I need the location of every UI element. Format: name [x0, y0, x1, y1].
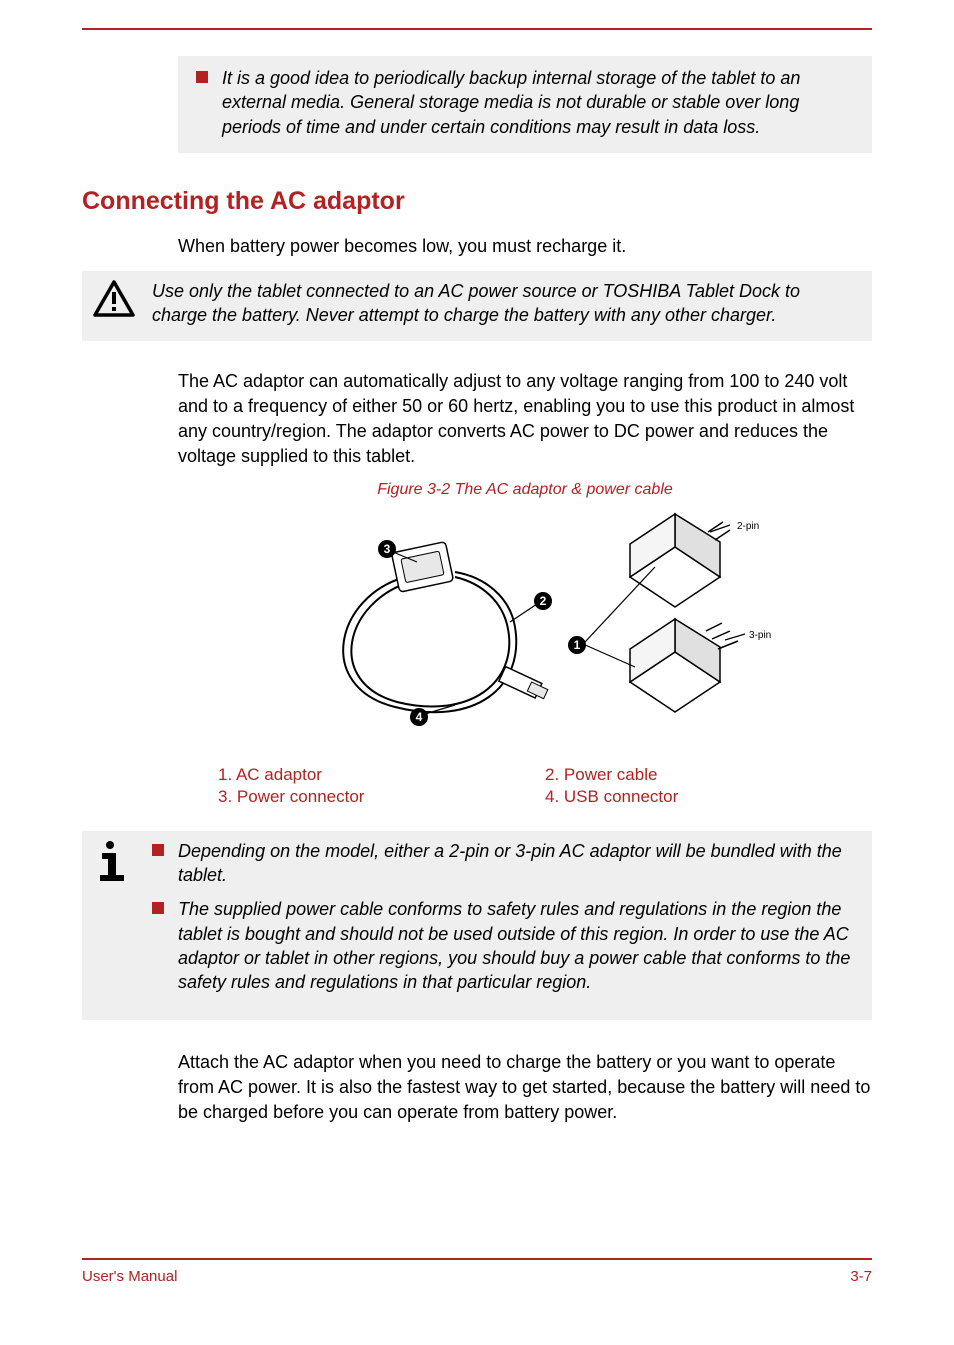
- info-item-1: Depending on the model, either a 2-pin o…: [178, 839, 856, 888]
- info-item-2: The supplied power cable conforms to saf…: [178, 897, 856, 994]
- pin-label-3pin: 3-pin: [749, 630, 771, 641]
- legend-item-4: 4. USB connector: [545, 787, 872, 807]
- info-note-box: Depending on the model, either a 2-pin o…: [82, 831, 872, 1021]
- footer-rule: [82, 1258, 872, 1260]
- section-intro: When battery power becomes low, you must…: [178, 234, 872, 259]
- legend-item-2: 2. Power cable: [545, 765, 872, 785]
- footer-right: 3-7: [850, 1268, 872, 1285]
- section-heading: Connecting the AC adaptor: [82, 187, 872, 216]
- pin-label-2pin: 2-pin: [737, 521, 759, 532]
- footer-row: User's Manual 3-7: [82, 1268, 872, 1285]
- warning-icon-col: [90, 279, 138, 319]
- note-row: It is a good idea to periodically backup…: [196, 66, 854, 139]
- bullet-icon: [152, 902, 164, 914]
- warning-triangle-icon: [92, 279, 136, 319]
- figure-caption: Figure 3-2 The AC adaptor & power cable: [178, 481, 872, 499]
- adaptor-3pin-drawing: [630, 619, 738, 712]
- info-icon-col: [90, 839, 138, 883]
- legend-item-1: 1. AC adaptor: [218, 765, 545, 785]
- closing-paragraph: Attach the AC adaptor when you need to c…: [178, 1050, 872, 1124]
- callout-4: 4: [416, 710, 423, 724]
- power-connector-drawing: [391, 541, 453, 592]
- callout-2: 2: [540, 594, 547, 608]
- note-row: Depending on the model, either a 2-pin o…: [152, 839, 856, 888]
- adaptor-2pin-drawing: [630, 514, 730, 607]
- info-list: Depending on the model, either a 2-pin o…: [152, 839, 856, 1005]
- usb-connector-drawing: [499, 666, 549, 701]
- power-cable-drawing: [343, 572, 516, 712]
- body-paragraph: The AC adaptor can automatically adjust …: [178, 369, 872, 468]
- top-note-box: It is a good idea to periodically backup…: [178, 56, 872, 153]
- callout-1: 1: [574, 638, 581, 652]
- warning-note-text: Use only the tablet connected to an AC p…: [152, 279, 856, 328]
- figure-area: Figure 3-2 The AC adaptor & power cable: [178, 481, 872, 807]
- bullet-icon: [152, 844, 164, 856]
- info-icon: [94, 839, 134, 883]
- top-rule: [82, 28, 872, 30]
- figure-svg: 3 2 1 4 2-pin 3-pin: [275, 507, 775, 757]
- page: It is a good idea to periodically backup…: [0, 0, 954, 1345]
- warning-note-box: Use only the tablet connected to an AC p…: [82, 271, 872, 342]
- top-note-text: It is a good idea to periodically backup…: [222, 66, 854, 139]
- page-footer: User's Manual 3-7: [82, 1258, 872, 1285]
- bullet-icon: [196, 71, 208, 83]
- callout-3: 3: [384, 542, 391, 556]
- legend-item-3: 3. Power connector: [218, 787, 545, 807]
- footer-left: User's Manual: [82, 1268, 177, 1285]
- figure-legend: 1. AC adaptor 2. Power cable 3. Power co…: [218, 765, 872, 807]
- note-row: The supplied power cable conforms to saf…: [152, 897, 856, 994]
